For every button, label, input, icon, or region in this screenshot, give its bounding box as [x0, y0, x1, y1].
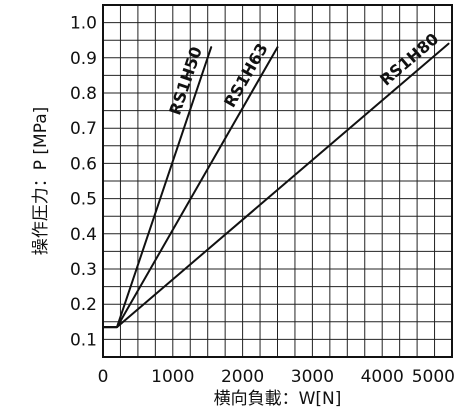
x-tick-label: 3000 — [291, 367, 334, 387]
y-tick-label: 0.5 — [70, 190, 97, 210]
series-lines — [102, 42, 450, 329]
series-line-rs1h80 — [102, 42, 450, 329]
y-tick-label: 0.8 — [70, 84, 97, 104]
y-tick-label: 0.1 — [70, 330, 97, 350]
y-axis-title: 操作圧力：P [MPa] — [31, 107, 51, 256]
y-tick-label: 0.2 — [70, 295, 97, 315]
x-tick-label: 0 — [98, 367, 109, 387]
tick-labels: 0.1 0.2 0.3 0.4 0.5 0.6 0.7 0.8 0.9 1.0 0 1000 2000 3… — [70, 14, 455, 387]
x-tick-label: 1000 — [151, 367, 194, 387]
y-tick-label: 1.0 — [70, 14, 97, 34]
series-label-rs1h80: RS1H80 — [376, 29, 442, 89]
x-tick-label: 2000 — [221, 367, 264, 387]
y-tick-label: 0.9 — [70, 49, 97, 69]
y-tick-label: 0.6 — [70, 154, 97, 174]
x-tick-label: 4000 — [361, 367, 404, 387]
y-tick-label: 0.7 — [70, 119, 97, 139]
y-tick-label: 0.3 — [70, 260, 97, 280]
plot-border — [102, 4, 453, 358]
series-line-rs1h50 — [102, 46, 213, 329]
x-tick-label: 5000 — [412, 367, 455, 387]
plot-frame — [102, 4, 453, 358]
series-labels: RS1H50 RS1H63 RS1H80 — [165, 29, 442, 117]
y-tick-label: 0.4 — [70, 225, 97, 245]
grid — [103, 5, 452, 357]
x-axis-title: 横向負載：W[N] — [214, 389, 342, 409]
